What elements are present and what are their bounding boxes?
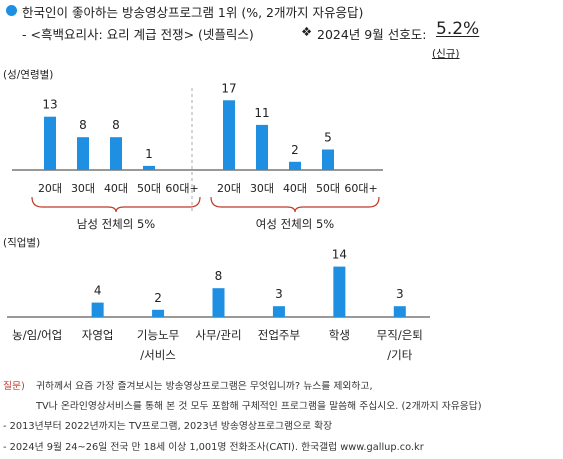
tick-label: 40대 bbox=[104, 182, 128, 195]
tick-label: /서비스 bbox=[140, 348, 176, 362]
bar bbox=[333, 266, 346, 317]
bar bbox=[110, 137, 122, 170]
bar bbox=[256, 124, 268, 170]
section-label-occupation: (직업별) bbox=[3, 237, 41, 249]
bar bbox=[322, 149, 334, 170]
tick-label: 20대 bbox=[38, 182, 62, 195]
tick-label: 무직/은퇴 bbox=[377, 328, 423, 342]
group-bracket bbox=[210, 196, 380, 213]
bar bbox=[152, 309, 165, 317]
data-label: 8 bbox=[215, 269, 223, 283]
data-label: 8 bbox=[79, 118, 87, 132]
tick-label: 농/임/어업 bbox=[12, 328, 62, 342]
preference-value: 5.2% bbox=[436, 19, 480, 39]
data-label: 5 bbox=[324, 131, 332, 145]
data-label: 8 bbox=[112, 118, 120, 132]
tick-label: 사무/관리 bbox=[195, 328, 241, 342]
question-label: 질문) bbox=[3, 381, 25, 392]
group-note: 남성 전체의 5% bbox=[77, 217, 156, 231]
data-label: 2 bbox=[291, 143, 299, 157]
tick-label: 50대 bbox=[137, 182, 161, 195]
data-label: 2 bbox=[154, 291, 162, 305]
page-title: 한국인이 좋아하는 방송영상프로그램 1위 (%, 2개까지 자유응답) bbox=[22, 5, 364, 20]
bar bbox=[143, 165, 155, 170]
chart-gender-age: 13 20대 8 30대 8 40대 1 50대 60대+ 남성 전체의 5% 17 20대 11 30대… bbox=[12, 81, 383, 231]
page-subtitle: - <흑백요리사: 요리 계급 전쟁> (넷플릭스) bbox=[22, 27, 254, 42]
tick-label: 60대+ bbox=[165, 182, 198, 195]
data-label: 11 bbox=[254, 106, 269, 120]
tick-label: 40대 bbox=[283, 182, 307, 195]
tick-label: 전업주부 bbox=[258, 328, 300, 342]
footnote-2: - 2024년 9월 24~26일 전국 만 18세 이상 1,001명 전화조… bbox=[3, 442, 424, 453]
data-label: 1 bbox=[145, 147, 153, 161]
data-label: 13 bbox=[42, 98, 57, 112]
tick-label: /기타 bbox=[387, 348, 412, 362]
data-label: 14 bbox=[332, 248, 347, 262]
tick-label: 30대 bbox=[250, 182, 274, 195]
tick-label: 50대 bbox=[316, 182, 340, 195]
tick-label: 기능노무 bbox=[137, 328, 179, 342]
data-label: 17 bbox=[221, 81, 236, 95]
title-bullet-icon bbox=[6, 5, 17, 16]
bar bbox=[393, 306, 406, 317]
tick-label: 학생 bbox=[329, 328, 350, 342]
chart-occupation: 농/임/어업 4 자영업 2 기능노무/서비스 8 사무/관리 3 전업주부 14 학생 3 무직/은퇴… bbox=[7, 248, 430, 362]
preference-symbol-icon: ❖ bbox=[301, 24, 313, 39]
data-label: 3 bbox=[275, 287, 283, 301]
bar bbox=[289, 161, 301, 170]
tick-label: 30대 bbox=[71, 182, 95, 195]
tick-label: 자영업 bbox=[82, 328, 114, 342]
tick-label: 60대+ bbox=[344, 182, 377, 195]
bar bbox=[44, 116, 56, 170]
data-label: 4 bbox=[94, 284, 102, 298]
question-line-2: TV나 온라인영상서비스를 통해 본 것 모두 포함해 구체적인 프로그램을 말… bbox=[36, 401, 482, 412]
bar bbox=[77, 137, 89, 170]
bar bbox=[223, 100, 235, 170]
question-line-1: 귀하께서 요즘 가장 즐겨보시는 방송영상프로그램은 무엇입니까? 뉴스를 제외… bbox=[36, 381, 373, 392]
preference-label: 2024년 9월 선호도: bbox=[317, 27, 427, 42]
new-label: (신규) bbox=[432, 48, 460, 60]
bar bbox=[212, 288, 225, 317]
section-label-gender-age: (성/연령별) bbox=[3, 69, 54, 81]
bar bbox=[91, 302, 104, 317]
tick-label: 20대 bbox=[217, 182, 241, 195]
bar bbox=[272, 306, 285, 317]
group-bracket bbox=[31, 196, 201, 213]
data-label: 3 bbox=[396, 287, 404, 301]
group-note: 여성 전체의 5% bbox=[256, 217, 335, 231]
footnote-1: - 2013년부터 2022년까지는 TV프로그램, 2023년 방송영상프로그… bbox=[3, 421, 333, 432]
